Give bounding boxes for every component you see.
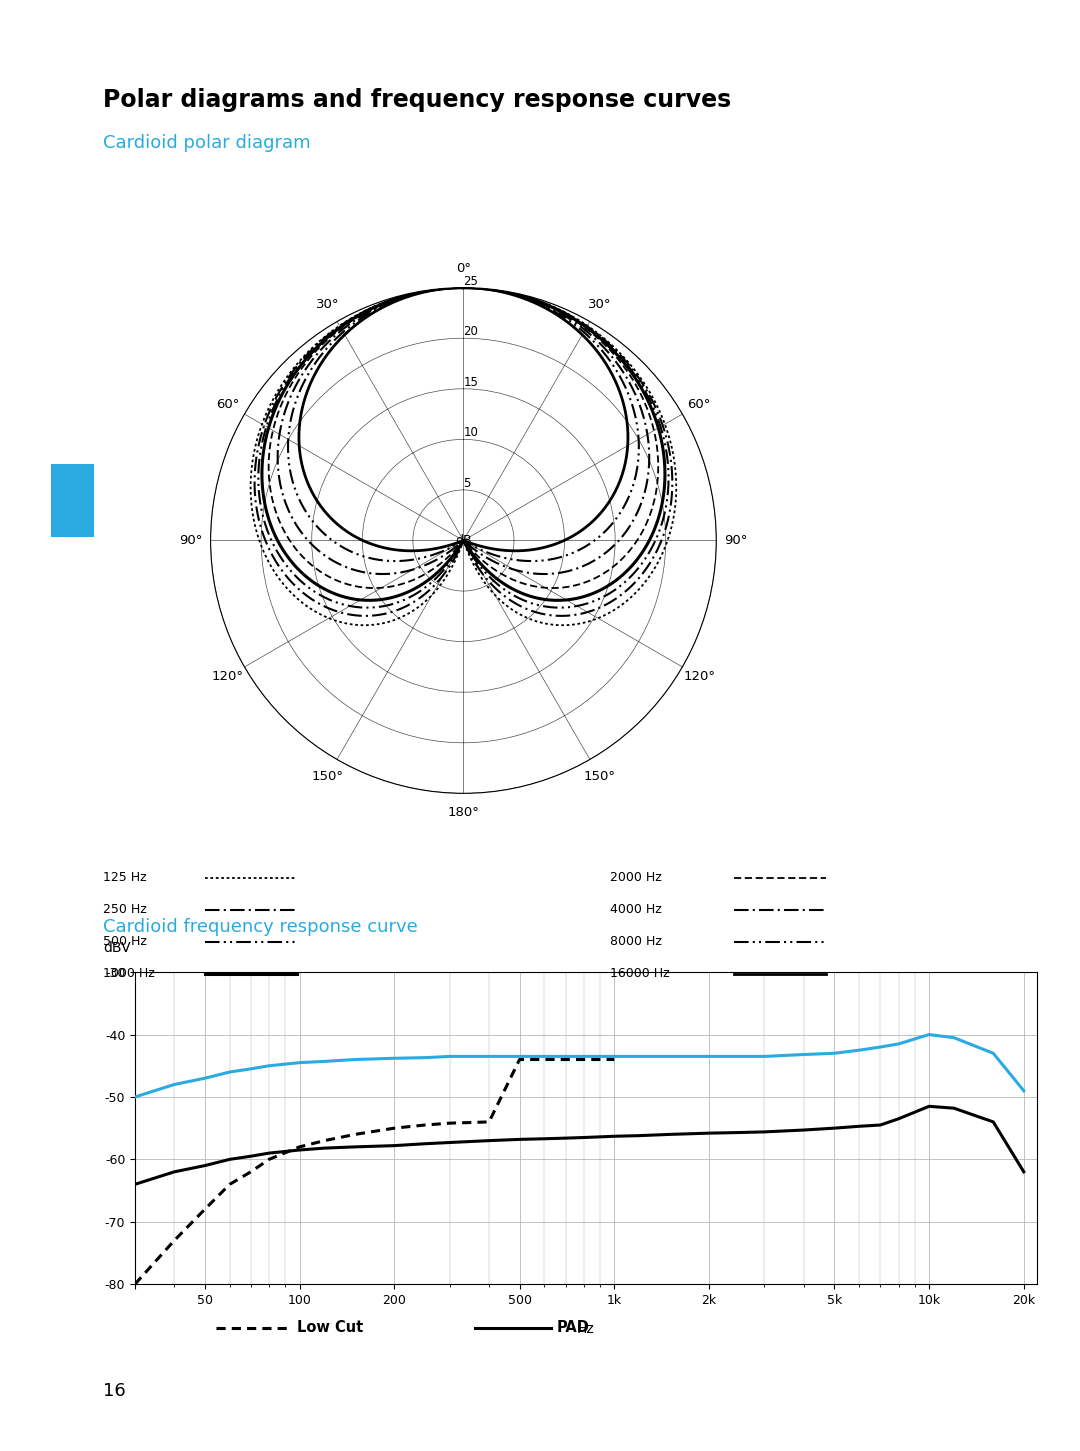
Text: Low Cut: Low Cut [297,1320,363,1335]
Text: 250 Hz: 250 Hz [103,904,147,916]
Text: Hz: Hz [577,1322,595,1335]
Text: 2000 Hz: 2000 Hz [610,872,662,884]
Text: dBV: dBV [103,942,131,955]
Text: Cardioid frequency response curve: Cardioid frequency response curve [103,918,417,936]
Text: 125 Hz: 125 Hz [103,872,146,884]
Text: 8000 Hz: 8000 Hz [610,936,662,948]
Text: PAD: PAD [556,1320,589,1335]
Text: 16: 16 [103,1383,125,1400]
Text: Cardioid polar diagram: Cardioid polar diagram [103,135,310,152]
Text: Polar diagrams and frequency response curves: Polar diagrams and frequency response cu… [103,87,731,112]
Text: 1000 Hz: 1000 Hz [103,968,154,979]
Text: 500 Hz: 500 Hz [103,936,147,948]
Text: dB: dB [455,534,472,547]
Text: 4000 Hz: 4000 Hz [610,904,662,916]
Text: 16000 Hz: 16000 Hz [610,968,670,979]
